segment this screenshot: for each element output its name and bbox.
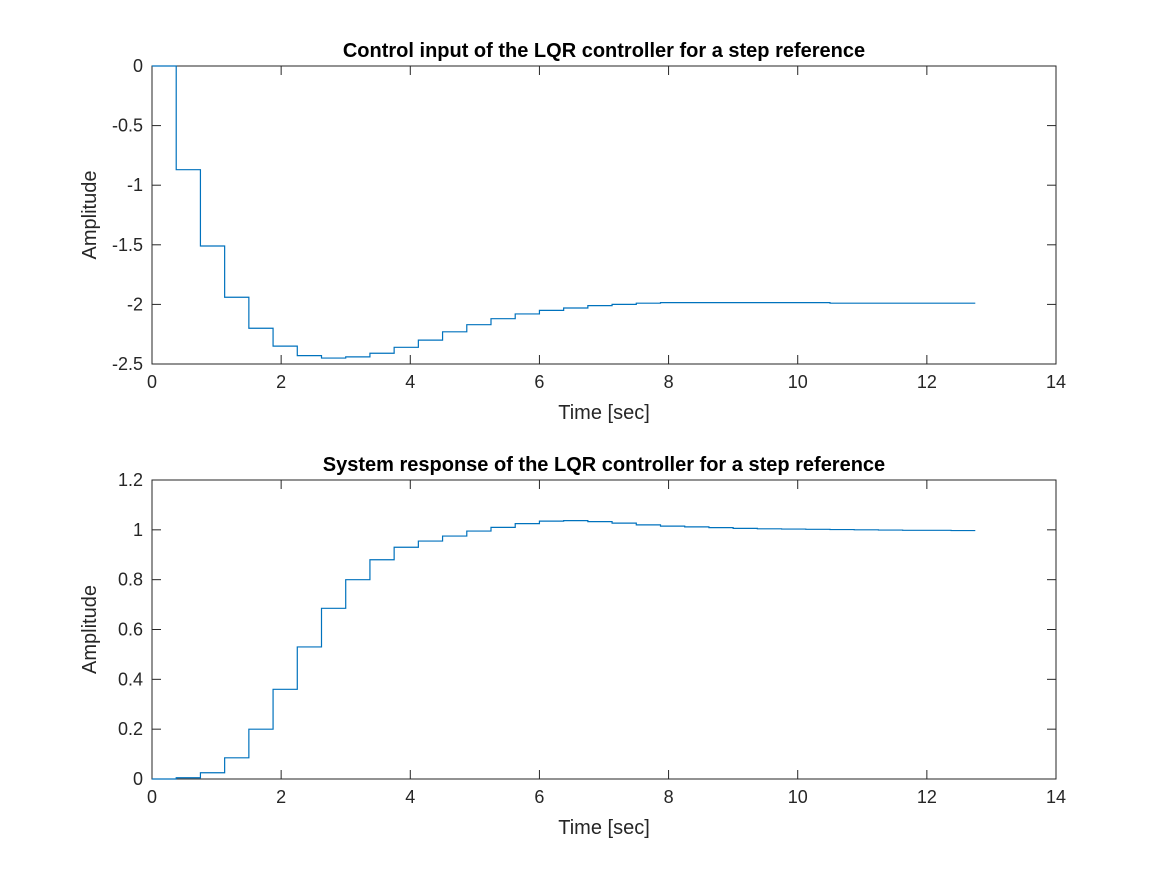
bottom-y-tick-label: 0.8	[118, 570, 143, 590]
top-x-tick-label: 8	[664, 372, 674, 392]
top-x-tick-label: 14	[1046, 372, 1066, 392]
bottom-x-tick-label: 8	[664, 787, 674, 807]
bottom-y-tick-label: 0	[133, 769, 143, 789]
top-y-tick-label: -1.5	[112, 235, 143, 255]
top-y-tick-label: -2.5	[112, 354, 143, 374]
top-x-tick-label: 6	[534, 372, 544, 392]
top-y-tick-label: -2	[127, 294, 143, 314]
bottom-x-tick-label: 2	[276, 787, 286, 807]
top-plot-frame	[151, 65, 1057, 365]
bottom-y-tick-label: 0.6	[118, 620, 143, 640]
top-x-tick-label: 2	[276, 372, 286, 392]
bottom-chart-title: System response of the LQR controller fo…	[323, 454, 885, 476]
bottom-x-tick-label: 14	[1046, 787, 1066, 807]
top-x-tick-label: 10	[788, 372, 808, 392]
bottom-y-tick-label: 0.2	[118, 719, 143, 739]
bottom-x-tick-label: 4	[405, 787, 415, 807]
bottom-x-tick-label: 0	[147, 787, 157, 807]
top-y-tick-label: -0.5	[112, 116, 143, 136]
top-chart-title: Control input of the LQR controller for …	[343, 40, 865, 62]
bottom-y-tick-label: 0.4	[118, 669, 143, 689]
top-x-tick-label: 0	[147, 372, 157, 392]
bottom-plot-frame	[151, 479, 1057, 780]
bottom-y-tick-label: 1.2	[118, 470, 143, 490]
top-x-tick-label: 4	[405, 372, 415, 392]
bottom-x-tick-label: 6	[534, 787, 544, 807]
bottom-y-axis-label: Amplitude	[79, 585, 101, 674]
top-y-tick-label: 0	[133, 56, 143, 76]
top-y-axis-label: Amplitude	[79, 171, 101, 260]
top-y-tick-label: -1	[127, 175, 143, 195]
bottom-series-line	[152, 520, 976, 780]
bottom-x-tick-label: 10	[788, 787, 808, 807]
top-x-tick-label: 12	[917, 372, 937, 392]
bottom-axes: System response of the LQR controller fo…	[79, 454, 1066, 839]
bottom-y-tick-label: 1	[133, 520, 143, 540]
top-axes: Control input of the LQR controller for …	[79, 40, 1066, 424]
top-x-axis-label: Time [sec]	[558, 402, 650, 424]
bottom-x-axis-label: Time [sec]	[558, 817, 650, 839]
bottom-x-tick-label: 12	[917, 787, 937, 807]
top-series-line	[152, 65, 976, 359]
